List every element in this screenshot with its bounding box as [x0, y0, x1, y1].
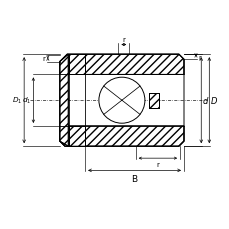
Text: d: d	[202, 96, 207, 105]
Text: $D_1$: $D_1$	[12, 96, 22, 106]
Polygon shape	[60, 55, 68, 147]
Polygon shape	[68, 126, 85, 147]
Text: B: B	[131, 174, 137, 183]
Text: r: r	[156, 161, 159, 167]
Text: $d_1$: $d_1$	[22, 96, 31, 106]
Text: r: r	[197, 55, 200, 60]
Text: r: r	[43, 56, 45, 62]
Circle shape	[98, 78, 144, 124]
Polygon shape	[60, 126, 183, 147]
Text: r: r	[122, 37, 125, 43]
Polygon shape	[148, 93, 158, 108]
Text: D: D	[210, 96, 216, 105]
Polygon shape	[60, 55, 183, 75]
Polygon shape	[68, 55, 85, 75]
